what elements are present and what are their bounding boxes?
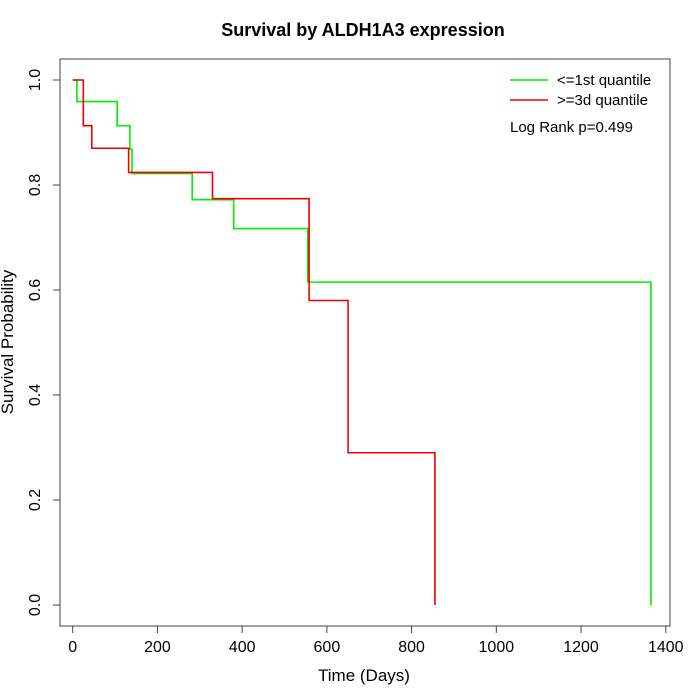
x-tick-label: 0	[68, 639, 77, 656]
y-tick-label: 1.0	[27, 69, 44, 91]
x-tick-label: 400	[229, 639, 256, 656]
y-tick-label: 0.4	[27, 384, 44, 406]
x-tick-label: 1000	[479, 639, 515, 656]
x-tick-label: 600	[314, 639, 341, 656]
legend-label-low: <=1st quantile	[557, 72, 651, 89]
y-tick-label: 0.8	[27, 174, 44, 196]
x-axis: 0 200 400 600 800 1000 1200 1400	[68, 625, 684, 656]
x-tick-label: 1200	[563, 639, 599, 656]
x-axis-label: Time (Days)	[318, 666, 410, 685]
x-tick-label: 800	[398, 639, 425, 656]
legend-label-high: >=3d quantile	[557, 92, 648, 109]
log-rank-annotation: Log Rank p=0.499	[510, 119, 633, 136]
series-layer	[72, 79, 652, 605]
legend: <=1st quantile >=3d quantile	[510, 72, 651, 109]
y-tick-label: 0.6	[27, 279, 44, 301]
y-tick-label: 0.2	[27, 489, 44, 511]
plot-frame	[59, 58, 671, 627]
y-axis-label: Survival Probability	[0, 269, 17, 414]
x-tick-label: 1400	[648, 639, 684, 656]
x-tick-label: 200	[144, 639, 171, 656]
survival-curve-low	[72, 79, 652, 605]
chart-title: Survival by ALDH1A3 expression	[221, 20, 504, 40]
survival-curve-high	[72, 79, 436, 605]
y-tick-label: 0.0	[27, 594, 44, 616]
y-axis: 0.0 0.2 0.4 0.6 0.8 1.0	[27, 69, 61, 616]
